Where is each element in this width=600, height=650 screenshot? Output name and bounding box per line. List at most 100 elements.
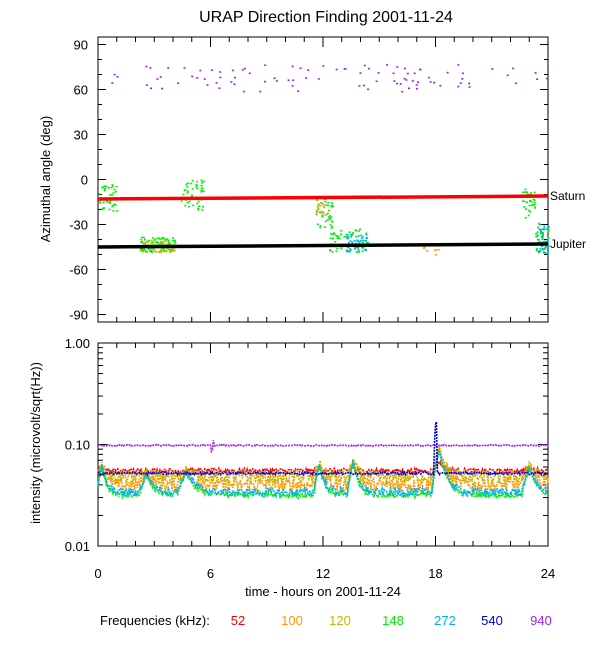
azimuth-point-272: [354, 248, 356, 250]
azimuth-point-100: [437, 248, 440, 251]
azimuth-point-148: [185, 183, 188, 186]
azimuth-point-940: [264, 64, 267, 66]
azimuth-point-120: [165, 250, 168, 252]
azimuth-point-148: [324, 200, 327, 203]
azimuth-point-148: [109, 202, 112, 205]
top-ytick-label: 30: [74, 128, 88, 143]
azimuth-point-272: [538, 251, 540, 254]
azimuth-point-272: [540, 235, 543, 238]
azimuth-point-148: [147, 239, 150, 242]
azimuth-point-940: [149, 67, 152, 69]
legend-items: 52 100 120 148 272 540 940: [231, 613, 552, 628]
jupiter-label: Jupiter: [550, 237, 586, 251]
azimuth-point-148: [168, 243, 171, 245]
top-ytick-label: -30: [69, 218, 88, 233]
azimuth-point-120: [141, 249, 144, 252]
azimuth-point-120: [141, 242, 144, 244]
azimuth-point-148: [190, 194, 193, 197]
azimuth-point-940: [377, 72, 380, 74]
azimuth-point-148: [321, 214, 324, 217]
azimuth-point-148: [547, 244, 550, 247]
azimuth-point-148: [523, 206, 526, 208]
xtick-label: 18: [428, 566, 442, 581]
azimuth-point-272: [539, 229, 542, 232]
intensity-line-120: [97, 445, 549, 486]
azimuth-point-940: [363, 64, 366, 67]
azimuth-point-940: [291, 65, 294, 68]
azimuth-point-148: [526, 201, 529, 203]
azimuth-point-940: [534, 72, 537, 74]
azimuth-point-148: [527, 214, 530, 217]
azimuth-point-148: [316, 223, 319, 226]
azimuth-point-148: [357, 251, 360, 254]
azimuth-point-272: [347, 250, 350, 253]
azimuth-point-148: [367, 242, 370, 244]
azimuth-point-272: [349, 240, 352, 242]
azimuth-point-148: [142, 236, 145, 239]
azimuth-point-148: [167, 248, 170, 251]
azimuth-point-940: [359, 72, 362, 74]
azimuth-point-940: [368, 67, 370, 70]
azimuth-point-940: [219, 71, 222, 73]
azimuth-point-272: [547, 226, 550, 228]
azimuth-point-120: [322, 212, 325, 214]
azimuth-point-120: [319, 210, 322, 213]
azimuth-point-148: [359, 228, 362, 231]
azimuth-point-148: [331, 233, 334, 236]
azimuth-point-148: [115, 185, 118, 188]
legend-label: Frequencies (kHz):: [100, 613, 210, 628]
azimuth-point-272: [347, 235, 350, 238]
azimuth-point-148: [202, 190, 205, 192]
azimuth-point-148: [533, 201, 536, 204]
azimuth-point-120: [323, 206, 326, 209]
azimuth-point-120: [154, 241, 157, 243]
azimuth-point-940: [403, 77, 406, 80]
azimuth-point-120: [160, 251, 163, 253]
azimuth-point-120: [322, 205, 325, 207]
azimuth-point-272: [361, 250, 364, 253]
azimuth-point-148: [98, 200, 101, 202]
azimuth-point-272: [365, 237, 368, 239]
azimuth-point-940: [241, 68, 244, 71]
azimuth-point-148: [357, 248, 360, 250]
azimuth-point-148: [335, 250, 338, 253]
azimuth-point-940: [468, 82, 471, 85]
azimuth-point-940: [344, 68, 347, 70]
azimuth-point-120: [171, 248, 174, 251]
azimuth-point-272: [543, 227, 546, 230]
azimuth-point-148: [343, 235, 346, 238]
legend-item-540: 540: [481, 613, 503, 628]
azimuth-point-272: [365, 240, 368, 242]
azimuth-point-120: [161, 241, 164, 243]
azimuth-point-272: [542, 228, 545, 231]
azimuth-point-272: [346, 236, 349, 239]
azimuth-point-272: [543, 240, 546, 243]
azimuth-point-272: [358, 250, 361, 252]
azimuth-point-148: [536, 231, 539, 233]
azimuth-point-940: [113, 73, 116, 76]
azimuth-point-148: [334, 241, 337, 243]
azimuth-point-940: [433, 81, 436, 84]
azimuth-point-148: [329, 224, 332, 226]
azimuth-point-120: [327, 212, 330, 215]
azimuth-point-272: [355, 246, 358, 249]
bottom-x-axis: 0 6 12 18 24: [94, 343, 555, 581]
azimuth-point-148: [333, 232, 335, 234]
azimuth-point-148: [542, 233, 544, 236]
azimuth-point-148: [330, 205, 333, 208]
top-panel: 90 60 30 0 -30 -60 -90 Azimuthal angle (deg) S…: [38, 36, 586, 323]
azimuth-point-148: [186, 190, 189, 193]
intensity-series: [97, 421, 549, 501]
azimuth-point-148: [172, 239, 175, 242]
azimuth-point-148: [98, 193, 101, 195]
azimuth-point-120: [165, 243, 168, 246]
azimuth-point-100: [426, 250, 429, 252]
azimuth-point-272: [537, 226, 540, 229]
azimuth-point-940: [230, 81, 233, 83]
azimuth-point-120: [160, 249, 163, 251]
azimuth-point-120: [324, 214, 327, 216]
azimuth-point-120: [316, 199, 319, 202]
azimuth-point-148: [108, 208, 111, 211]
azimuth-point-148: [104, 187, 107, 190]
